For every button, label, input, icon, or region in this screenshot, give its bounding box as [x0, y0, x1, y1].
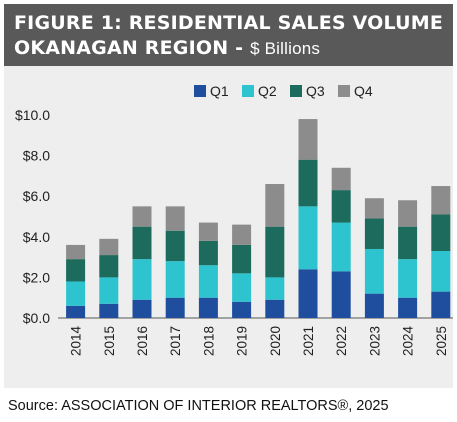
bar-segment-q3 — [298, 159, 318, 207]
bar-segment-q3 — [99, 255, 119, 278]
y-tick-label: $10.0 — [15, 107, 50, 123]
figure-header: FIGURE 1: RESIDENTIAL SALES VOLUME OKANA… — [4, 4, 453, 66]
legend-label-q2: Q2 — [258, 83, 277, 99]
x-tick-label: 2016 — [135, 326, 150, 356]
x-tick-label: 2022 — [334, 326, 349, 356]
y-tick-label: $0.0 — [23, 310, 50, 326]
bar-segment-q2 — [198, 265, 218, 298]
bar-segment-q2 — [298, 206, 318, 270]
bar-segment-q1 — [198, 297, 218, 318]
bar-segment-q3 — [265, 226, 285, 278]
bar-segment-q3 — [66, 259, 86, 282]
x-tick-label: 2017 — [168, 326, 183, 356]
bar-segment-q2 — [165, 261, 185, 298]
bar-segment-q3 — [431, 214, 451, 252]
legend-swatch-q2 — [242, 85, 254, 97]
legend-label-q3: Q3 — [306, 83, 325, 99]
x-tick-label: 2018 — [201, 326, 216, 356]
x-tick-label: 2019 — [235, 326, 250, 356]
bar-segment-q1 — [364, 293, 384, 318]
x-tick-label: 2021 — [301, 326, 316, 356]
chart-panel: $0.0 $2.0 $4.0 $6.0 $8.0 $10.0 2014 2015 2016 201… — [4, 66, 453, 388]
bar-segment-q1 — [66, 305, 86, 318]
figure-title-line2: OKANAGAN REGION - $ Billions — [14, 36, 443, 61]
bar-segment-q2 — [132, 259, 152, 300]
x-tick-label: 2015 — [102, 326, 117, 356]
bar-segment-q3 — [232, 244, 252, 274]
legend-swatch-q3 — [290, 85, 302, 97]
bar-segment-q4 — [232, 224, 252, 245]
stacked-bar-chart: $0.0 $2.0 $4.0 $6.0 $8.0 $10.0 2014 2015 2016 201… — [15, 83, 453, 357]
bar-segment-q1 — [99, 303, 119, 318]
bar-segment-q4 — [364, 198, 384, 219]
bar-segment-q2 — [66, 281, 86, 306]
bar-segment-q2 — [232, 273, 252, 302]
y-tick-label: $8.0 — [23, 148, 50, 164]
bar-segment-q3 — [132, 226, 152, 260]
bar-segment-q1 — [265, 299, 285, 318]
legend-swatch-q4 — [338, 85, 350, 97]
legend-swatch-q1 — [194, 85, 206, 97]
bar-segment-q1 — [431, 291, 451, 318]
bar-segment-q3 — [331, 190, 351, 223]
bar-segment-q3 — [398, 226, 418, 260]
y-tick-label: $2.0 — [23, 269, 50, 285]
bar-segment-q1 — [398, 297, 418, 318]
bar-segment-q4 — [99, 238, 119, 256]
bar-segment-q2 — [265, 277, 285, 300]
legend-label-q4: Q4 — [354, 83, 373, 99]
figure-title-region: OKANAGAN REGION - — [14, 37, 244, 59]
bar-segment-q1 — [165, 297, 185, 318]
bar-segment-q1 — [132, 299, 152, 318]
legend-label-q1: Q1 — [210, 83, 229, 99]
x-tick-label: 2023 — [367, 326, 382, 356]
x-tick-label: 2020 — [268, 326, 283, 356]
figure-title-line1: FIGURE 1: RESIDENTIAL SALES VOLUME — [14, 12, 444, 34]
bar-segment-q1 — [298, 269, 318, 318]
y-tick-label: $6.0 — [23, 188, 50, 204]
bar-segment-q2 — [398, 259, 418, 298]
bar-segment-q1 — [232, 301, 252, 318]
bar-segment-q3 — [165, 230, 185, 262]
figure-unit: $ Billions — [250, 39, 321, 58]
bar-segment-q2 — [331, 222, 351, 272]
source-note: Source: ASSOCIATION OF INTERIOR REALTORS… — [8, 398, 389, 414]
bar-segment-q4 — [431, 186, 451, 215]
bar-segment-q2 — [99, 277, 119, 304]
bar-segment-q4 — [165, 206, 185, 231]
x-tick-label: 2014 — [69, 326, 84, 357]
x-tick-label: 2025 — [434, 326, 449, 356]
y-tick-label: $4.0 — [23, 229, 50, 245]
bar-segment-q4 — [66, 244, 86, 260]
bar-segment-q4 — [298, 119, 318, 160]
bar-segment-q3 — [364, 218, 384, 249]
bar-segment-q4 — [132, 206, 152, 227]
bar-segment-q3 — [198, 240, 218, 266]
bar-segment-q4 — [265, 184, 285, 227]
bar-segment-q2 — [364, 248, 384, 294]
bar-segment-q4 — [398, 200, 418, 227]
bar-segment-q4 — [198, 222, 218, 241]
bar-segment-q4 — [331, 167, 351, 191]
bar-segment-q2 — [431, 251, 451, 292]
x-tick-label: 2024 — [401, 326, 416, 357]
bar-segment-q1 — [331, 271, 351, 318]
